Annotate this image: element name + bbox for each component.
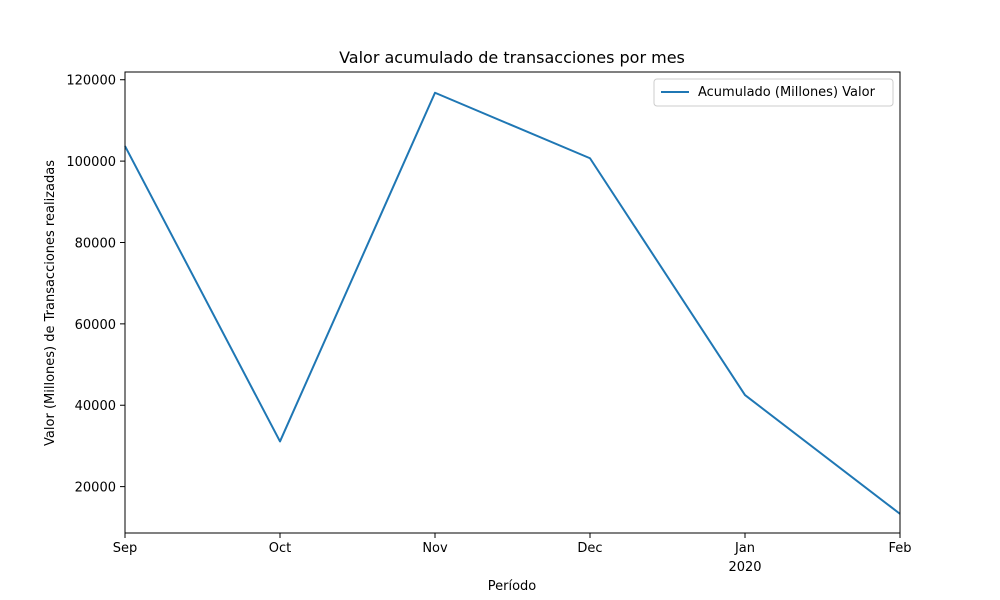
y-tick-label: 80000 — [75, 236, 116, 251]
series-line-acumulado — [124, 91, 901, 515]
x-tick-label: Jan — [734, 541, 755, 556]
legend-box — [653, 78, 894, 107]
x-tick-year-label: 2020 — [728, 560, 761, 575]
x-tick-label: Sep — [113, 541, 138, 556]
y-tick-label: 20000 — [75, 481, 116, 496]
y-tick-label: 40000 — [75, 399, 116, 414]
x-tick-label: Dec — [577, 541, 602, 556]
x-tick-label: Nov — [422, 541, 448, 556]
legend-label: Acumulado (Millones) Valor — [698, 85, 876, 100]
x-axis-ticks: Sep Oct Nov Dec Jan Feb 2020 — [113, 533, 912, 575]
y-tick-label: 100000 — [66, 155, 116, 170]
plot-area-frame — [124, 71, 901, 534]
y-tick-label: 60000 — [75, 318, 116, 333]
chart-title: Valor acumulado de transacciones por mes — [339, 48, 685, 67]
y-axis-ticks: 20000 40000 60000 80000 100000 120000 — [66, 74, 125, 496]
y-tick-label: 120000 — [66, 74, 116, 89]
legend: Acumulado (Millones) Valor — [653, 78, 894, 107]
x-tick-label: Feb — [888, 541, 911, 556]
x-axis-label: Período — [488, 579, 537, 594]
x-tick-label: Oct — [269, 541, 291, 556]
y-axis-label: Valor (Millones) de Transacciones realiz… — [43, 160, 58, 446]
